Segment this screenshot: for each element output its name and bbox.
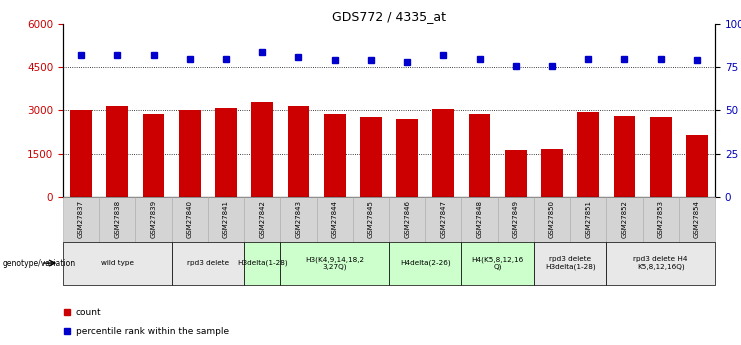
Text: GSM27840: GSM27840 [187,200,193,238]
Text: GSM27841: GSM27841 [223,200,229,238]
Text: rpd3 delete H4
K5,8,12,16Q): rpd3 delete H4 K5,8,12,16Q) [634,256,688,270]
Bar [172,197,208,241]
Text: GSM27848: GSM27848 [476,200,482,238]
Text: percentile rank within the sample: percentile rank within the sample [76,327,229,336]
Bar [686,135,708,197]
Title: GDS772 / 4335_at: GDS772 / 4335_at [332,10,446,23]
Bar [642,197,679,241]
Bar [606,197,642,241]
Text: count: count [76,308,102,317]
Bar [244,197,280,241]
Bar [215,108,237,197]
Bar [208,197,244,241]
Text: H4(K5,8,12,16
Q): H4(K5,8,12,16 Q) [471,256,524,270]
Bar [63,241,172,285]
Text: GSM27851: GSM27851 [585,200,591,238]
Bar [280,197,316,241]
Text: GSM27849: GSM27849 [513,200,519,238]
Bar [577,112,599,197]
Bar [433,109,454,197]
Bar [360,117,382,197]
Text: GSM27854: GSM27854 [694,200,700,238]
Bar [462,197,498,241]
Text: genotype/variation: genotype/variation [2,258,76,268]
Bar [534,241,606,285]
Bar [288,106,309,197]
Text: GSM27842: GSM27842 [259,200,265,238]
Text: GSM27839: GSM27839 [150,200,156,238]
Bar [316,197,353,241]
Text: rpd3 delete
H3delta(1-28): rpd3 delete H3delta(1-28) [545,256,596,270]
Bar [679,197,715,241]
Text: H3(K4,9,14,18,2
3,27Q): H3(K4,9,14,18,2 3,27Q) [305,256,365,270]
Text: GSM27837: GSM27837 [78,200,84,238]
Bar [107,106,128,197]
Bar [606,241,715,285]
Bar [505,150,527,197]
Bar [534,197,570,241]
Text: GSM27838: GSM27838 [114,200,120,238]
Bar [541,149,563,197]
Bar [136,197,172,241]
Bar [570,197,606,241]
Text: GSM27853: GSM27853 [658,200,664,238]
Bar [353,197,389,241]
Text: rpd3 delete: rpd3 delete [187,260,229,266]
Bar [425,197,462,241]
Bar [251,102,273,197]
Text: GSM27844: GSM27844 [332,200,338,238]
Text: GSM27847: GSM27847 [440,200,446,238]
Text: GSM27846: GSM27846 [404,200,410,238]
Text: H3delta(1-28): H3delta(1-28) [237,260,288,266]
Bar [244,241,280,285]
Text: GSM27843: GSM27843 [296,200,302,238]
Bar [469,114,491,197]
Bar [389,241,462,285]
Bar [396,119,418,197]
Bar [462,241,534,285]
Bar [63,197,99,241]
Bar [650,117,671,197]
Bar [324,114,345,197]
Text: GSM27850: GSM27850 [549,200,555,238]
Bar [498,197,534,241]
Bar [614,116,635,197]
Bar [70,110,92,197]
Bar [179,110,201,197]
Text: GSM27845: GSM27845 [368,200,374,238]
Text: H4delta(2-26): H4delta(2-26) [400,260,451,266]
Bar [172,241,244,285]
Bar [99,197,136,241]
Bar [389,197,425,241]
Bar [143,114,165,197]
Text: GSM27852: GSM27852 [622,200,628,238]
Bar [280,241,389,285]
Text: wild type: wild type [101,260,134,266]
